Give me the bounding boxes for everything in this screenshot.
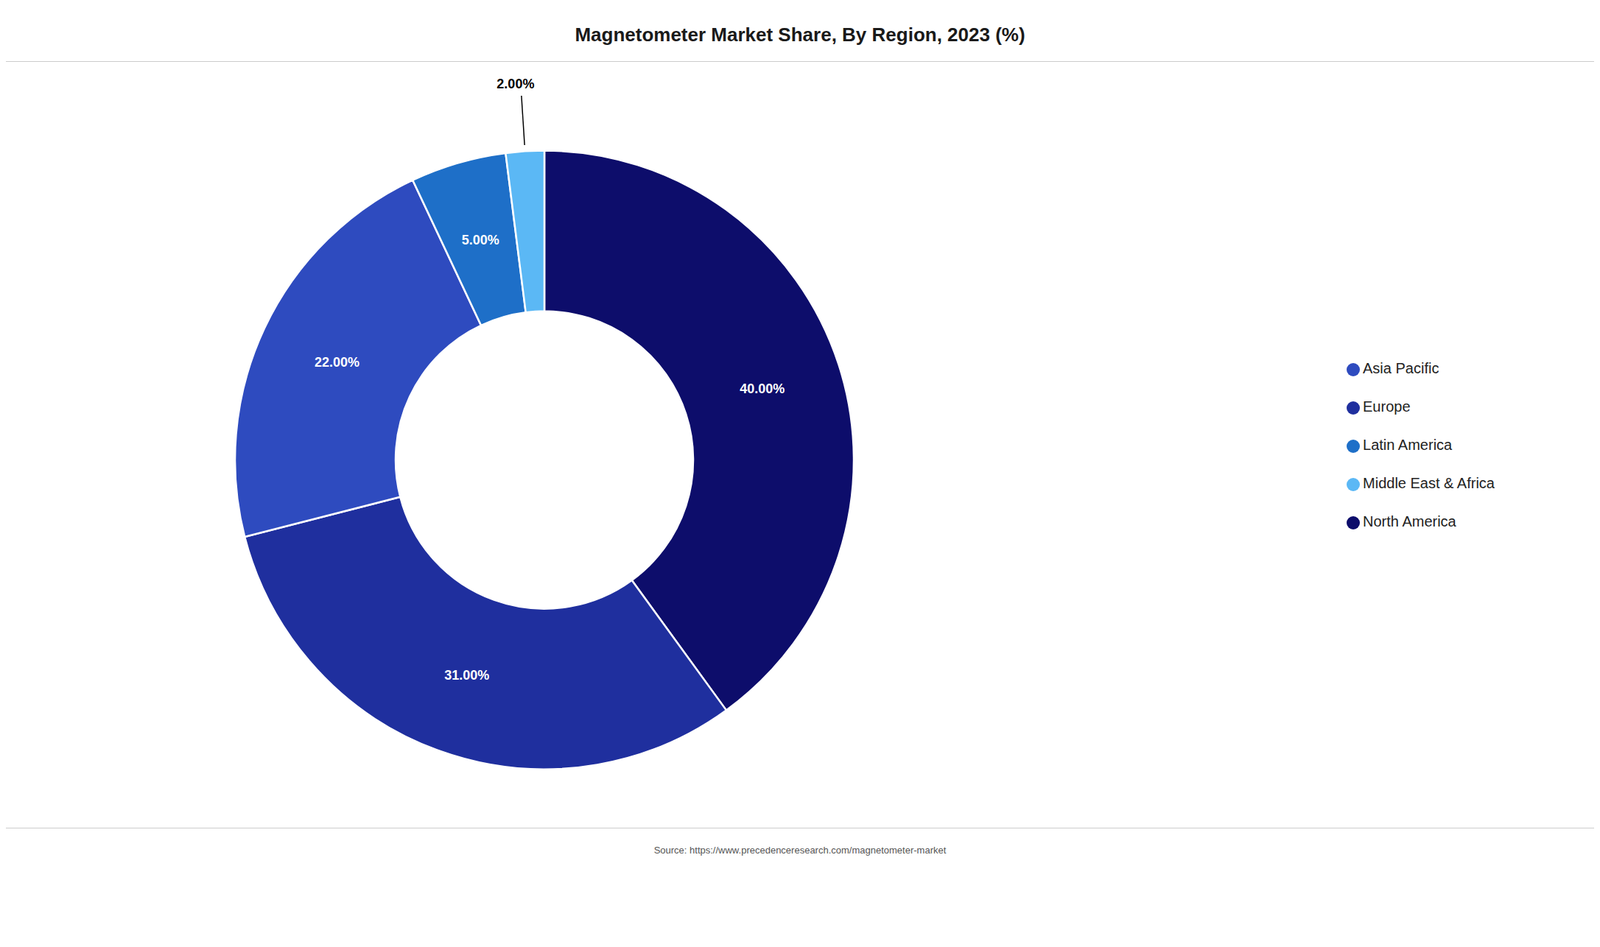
html-text:Source: https://www.precedence: Source: https://www.precedenceresearch.c… [653, 844, 947, 856]
svg-text:40.00%: 40.00% [739, 381, 785, 397]
svg-text:22.00%: 22.00% [314, 355, 360, 370]
html-text:North America: North America [1362, 513, 1457, 530]
svg-text:31.00%: 31.00% [444, 668, 490, 683]
html-text:Magnetometer Market Share, By: Magnetometer Market Share, By Region, 20… [574, 23, 1026, 46]
svg-text:5.00%: 5.00% [461, 232, 500, 248]
html-text:Middle East & Africa: Middle East & Africa [1362, 475, 1495, 492]
html-text:Europe: Europe [1362, 398, 1411, 415]
html-text:Latin America: Latin America [1362, 436, 1453, 454]
svg-text:2.00%: 2.00% [496, 76, 535, 92]
html-text:Asia Pacific: Asia Pacific [1362, 360, 1439, 377]
